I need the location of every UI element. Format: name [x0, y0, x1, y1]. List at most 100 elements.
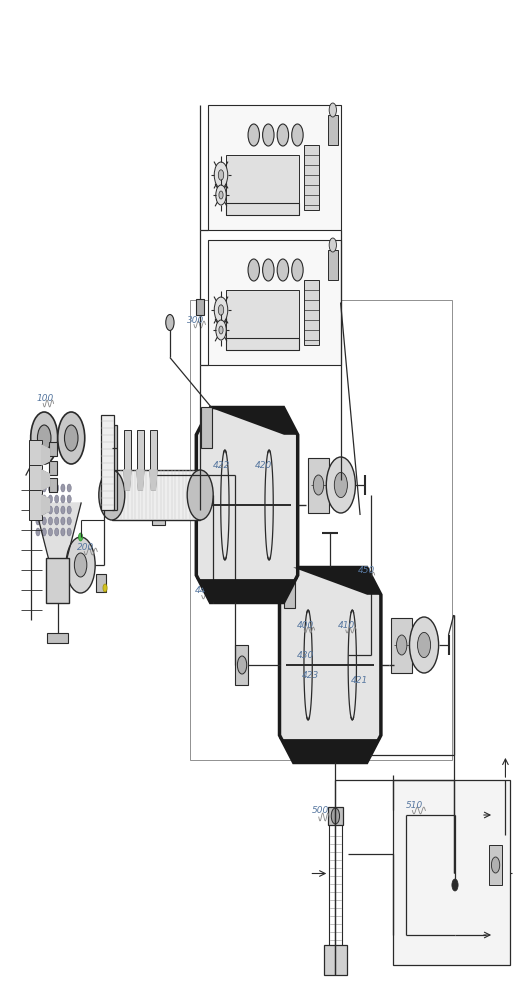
Bar	[489, 845, 502, 885]
Circle shape	[216, 185, 226, 205]
Circle shape	[154, 496, 163, 514]
Circle shape	[58, 412, 85, 464]
Circle shape	[491, 857, 500, 873]
Circle shape	[55, 495, 59, 503]
Bar	[392, 617, 412, 672]
Polygon shape	[124, 470, 131, 490]
Circle shape	[329, 238, 336, 252]
Circle shape	[79, 533, 83, 541]
Circle shape	[263, 259, 274, 281]
Polygon shape	[268, 212, 278, 215]
Bar	[29, 465, 42, 495]
Circle shape	[31, 412, 58, 464]
Bar	[112, 470, 200, 520]
Circle shape	[61, 484, 65, 492]
Text: 500: 500	[312, 806, 329, 815]
Polygon shape	[197, 408, 297, 602]
Polygon shape	[34, 503, 81, 558]
Circle shape	[292, 124, 303, 146]
Circle shape	[66, 537, 95, 593]
Circle shape	[263, 124, 274, 146]
Circle shape	[42, 517, 46, 525]
Polygon shape	[42, 445, 49, 465]
Circle shape	[55, 517, 59, 525]
Circle shape	[214, 162, 228, 188]
Circle shape	[410, 617, 439, 673]
Polygon shape	[42, 495, 49, 515]
Bar	[208, 105, 341, 230]
Bar	[226, 155, 299, 215]
Text: 420: 420	[255, 461, 272, 470]
Circle shape	[55, 484, 59, 492]
Circle shape	[36, 517, 40, 525]
Polygon shape	[42, 470, 49, 490]
Bar	[124, 430, 131, 470]
Text: 421: 421	[351, 676, 368, 685]
Circle shape	[48, 484, 53, 492]
Circle shape	[218, 170, 224, 180]
Circle shape	[48, 517, 53, 525]
Bar	[324, 945, 347, 975]
Circle shape	[48, 528, 53, 536]
Polygon shape	[280, 735, 381, 762]
Polygon shape	[278, 212, 289, 215]
Text: 510: 510	[406, 801, 423, 810]
Bar	[328, 115, 338, 145]
Circle shape	[397, 635, 407, 655]
Bar	[152, 485, 165, 525]
Circle shape	[452, 879, 458, 891]
Bar	[96, 574, 106, 592]
Circle shape	[103, 584, 107, 592]
Circle shape	[42, 506, 46, 514]
Polygon shape	[226, 347, 237, 350]
Circle shape	[36, 528, 40, 536]
Circle shape	[277, 259, 289, 281]
Circle shape	[329, 103, 336, 117]
Circle shape	[61, 495, 65, 503]
Circle shape	[37, 425, 51, 451]
Circle shape	[61, 517, 65, 525]
Circle shape	[67, 495, 71, 503]
Bar	[196, 299, 204, 315]
Bar	[208, 240, 341, 365]
Polygon shape	[210, 408, 297, 435]
Text: 422: 422	[213, 461, 230, 470]
Circle shape	[327, 457, 356, 513]
Bar	[49, 478, 57, 492]
Polygon shape	[257, 212, 268, 215]
Polygon shape	[289, 347, 299, 350]
Bar	[49, 461, 57, 475]
Circle shape	[313, 475, 323, 495]
Bar	[235, 645, 249, 685]
Text: 300: 300	[187, 316, 204, 325]
Circle shape	[61, 528, 65, 536]
Polygon shape	[247, 212, 257, 215]
Bar	[328, 807, 343, 825]
Circle shape	[187, 470, 213, 520]
Polygon shape	[289, 212, 299, 215]
Circle shape	[248, 124, 259, 146]
Circle shape	[218, 305, 224, 315]
Bar	[49, 442, 57, 456]
Circle shape	[67, 484, 71, 492]
Polygon shape	[226, 212, 237, 215]
Circle shape	[331, 808, 340, 824]
Circle shape	[36, 506, 40, 514]
Bar	[104, 425, 117, 470]
Polygon shape	[278, 347, 289, 350]
Circle shape	[36, 495, 40, 503]
Polygon shape	[280, 568, 381, 762]
Circle shape	[64, 425, 78, 451]
Bar	[304, 145, 319, 210]
Bar	[29, 490, 42, 520]
Polygon shape	[150, 470, 157, 490]
Bar	[107, 427, 114, 452]
Text: 100: 100	[36, 394, 54, 403]
Circle shape	[61, 506, 65, 514]
Bar	[226, 290, 299, 350]
Circle shape	[67, 517, 71, 525]
Circle shape	[237, 656, 246, 674]
Circle shape	[166, 314, 174, 330]
Circle shape	[42, 495, 46, 503]
Bar	[47, 633, 68, 643]
